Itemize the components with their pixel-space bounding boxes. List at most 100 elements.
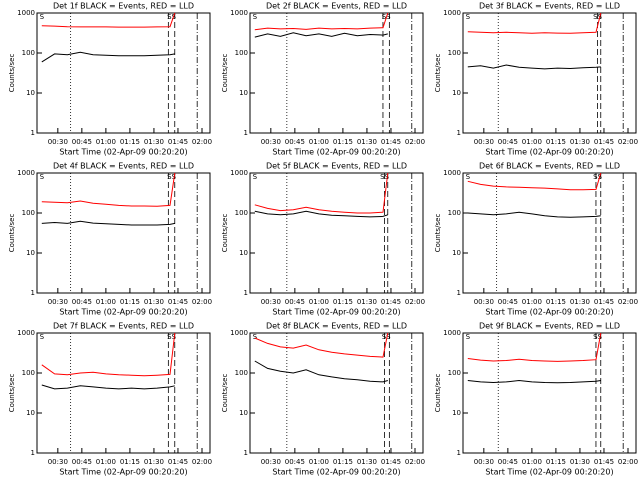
x-tick-label: 02:00 [192,298,212,306]
x-tick-label: 01:15 [333,458,353,466]
x-tick-label: 01:00 [309,458,329,466]
y-tick-label: 100 [448,49,461,57]
annotation: S [466,173,471,181]
x-tick-label: 01:00 [522,458,542,466]
x-tick-label: 02:00 [405,458,425,466]
x-tick-label: 00:45 [498,458,518,466]
annotation: SS [593,13,602,21]
series-line [254,32,388,38]
chart-title: Det 9f BLACK = Events, RED = LLD [479,322,620,331]
x-tick-label: 01:30 [144,138,164,146]
x-tick-label: 00:45 [498,138,518,146]
x-axis-label: Start Time (02-Apr-09 00:20:20) [485,468,613,477]
series-line [254,12,389,31]
x-tick-label: 01:45 [381,298,401,306]
x-tick-label: 01:30 [357,458,377,466]
x-tick-label: 00:45 [72,458,92,466]
y-tick-label: 10 [26,89,35,97]
plot-frame [249,172,424,294]
panel: Det 9f BLACK = Events, RED = LLD Counts/s… [434,322,638,477]
annotation: S [253,333,258,341]
series-line [467,64,601,70]
x-tick-label: 00:45 [285,298,305,306]
series-line [467,12,602,34]
y-axis-label: Counts/sec [434,374,442,413]
chart-title: Det 2f BLACK = Events, RED = LLD [266,2,407,11]
annotation: SS [167,333,176,341]
series-line [254,210,388,218]
chart-title: Det 3f BLACK = Events, RED = LLD [479,2,620,11]
y-tick-label: 1000 [443,329,461,337]
plot-frame [36,172,211,294]
series-line [467,379,601,384]
x-tick-label: 01:00 [96,458,116,466]
series-line [254,172,389,214]
y-axis-label: Counts/sec [221,214,229,253]
plot-frame [249,332,424,454]
x-tick-label: 01:00 [309,298,329,306]
y-tick-label: 1000 [17,9,35,17]
x-tick-label: 00:45 [72,138,92,146]
y-tick-label: 1 [457,449,461,457]
y-tick-label: 10 [239,409,248,417]
x-tick-label: 01:30 [144,458,164,466]
x-tick-label: 01:15 [120,298,140,306]
series-line [467,172,602,191]
x-tick-label: 01:45 [594,298,614,306]
y-tick-label: 1 [31,129,35,137]
annotation: S [40,173,45,181]
series-line [467,211,601,218]
x-tick-label: 00:30 [474,138,494,146]
x-tick-label: 02:00 [618,298,638,306]
x-axis-label: Start Time (02-Apr-09 00:20:20) [272,148,400,157]
x-tick-label: 01:45 [381,458,401,466]
x-tick-label: 01:00 [96,298,116,306]
panel: Det 1f BLACK = Events, RED = LLD Counts/s… [8,2,212,157]
y-tick-label: 10 [239,89,248,97]
y-tick-label: 100 [448,369,461,377]
y-tick-label: 100 [22,209,35,217]
y-tick-label: 1000 [230,329,248,337]
plot-frame [36,332,211,454]
x-tick-label: 00:45 [498,298,518,306]
y-tick-label: 10 [26,409,35,417]
y-tick-label: 1 [31,289,35,297]
series-line [41,384,175,390]
x-axis-label: Start Time (02-Apr-09 00:20:20) [59,148,187,157]
y-tick-label: 100 [22,369,35,377]
x-tick-label: 01:00 [522,298,542,306]
x-tick-label: 01:15 [546,298,566,306]
x-tick-label: 01:30 [357,138,377,146]
panel: Det 7f BLACK = Events, RED = LLD Counts/s… [8,322,212,477]
chart-title: Det 7f BLACK = Events, RED = LLD [53,322,194,331]
x-axis-label: Start Time (02-Apr-09 00:20:20) [485,148,613,157]
panel: Det 5f BLACK = Events, RED = LLD Counts/s… [221,162,425,317]
chart-title: Det 8f BLACK = Events, RED = LLD [266,322,407,331]
x-axis-label: Start Time (02-Apr-09 00:20:20) [485,308,613,317]
y-tick-label: 1 [244,449,248,457]
x-tick-label: 00:45 [285,458,305,466]
x-tick-label: 01:45 [168,138,188,146]
series-line [254,360,388,383]
y-tick-label: 1 [244,129,248,137]
x-tick-label: 02:00 [618,138,638,146]
x-tick-label: 02:00 [405,138,425,146]
series-line [41,332,176,377]
x-tick-label: 01:00 [96,138,116,146]
x-tick-label: 01:15 [546,138,566,146]
panel: Det 6f BLACK = Events, RED = LLD Counts/s… [434,162,638,317]
annotation: SS [167,13,176,21]
y-tick-label: 1000 [230,9,248,17]
x-tick-label: 01:00 [309,138,329,146]
panel: Det 4f BLACK = Events, RED = LLD Counts/s… [8,162,212,317]
y-axis-label: Counts/sec [8,54,16,93]
y-tick-label: 10 [452,89,461,97]
x-tick-label: 01:30 [357,298,377,306]
x-axis-label: Start Time (02-Apr-09 00:20:20) [272,468,400,477]
x-tick-label: 00:45 [72,298,92,306]
series-line [467,332,602,362]
annotation: SS [593,333,602,341]
plot-frame [249,12,424,134]
